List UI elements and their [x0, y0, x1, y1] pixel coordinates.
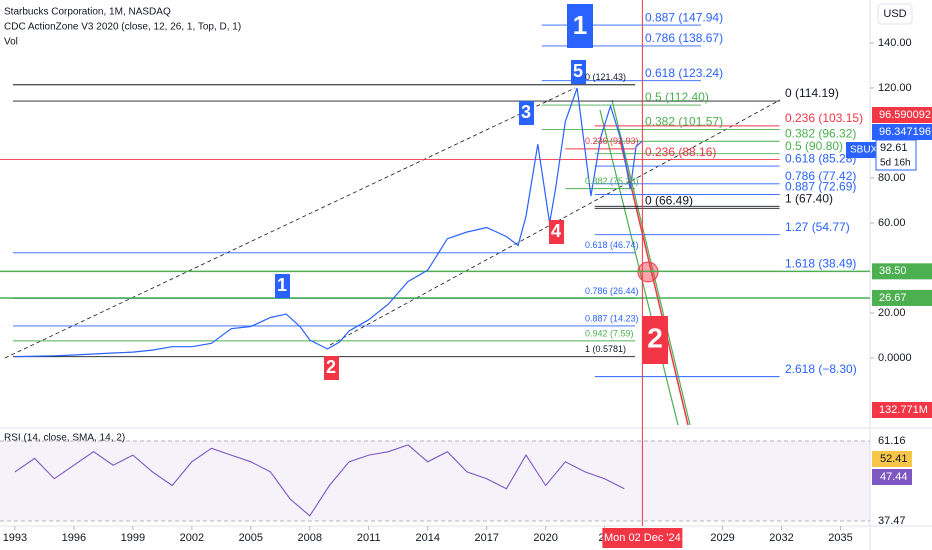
symbol-box: [846, 142, 876, 158]
x-tick-label: 1996: [62, 532, 86, 544]
fib-label: 0.236 (92.93): [585, 136, 639, 146]
fib-label: 0 (121.43): [585, 72, 626, 82]
badge-box: [275, 274, 290, 298]
fib-label: 0.382 (101.57): [645, 115, 723, 129]
y-tick-label: 0.0000: [878, 352, 912, 364]
fib-label: 0.786 (77.42): [785, 169, 856, 183]
badge: 2: [647, 322, 663, 353]
trend-line: [4, 87, 576, 359]
y-tick-label: 60.00: [878, 217, 906, 229]
x-tick-label: 2020: [533, 532, 557, 544]
y-tick-label: 140.00: [878, 37, 912, 49]
y-tick-label: 20.00: [878, 307, 906, 319]
badge: 1: [573, 10, 587, 40]
badge-box: [642, 316, 668, 364]
rsi-tick-label: 37.47: [878, 515, 906, 527]
x-tick-label: 2002: [180, 532, 204, 544]
fib-label: 0.618 (85.28): [785, 151, 856, 165]
volume-box: [872, 402, 932, 418]
fib-label: 0.887 (14.23): [585, 313, 639, 323]
ma-label-box: [872, 451, 912, 467]
badge: 5: [573, 61, 583, 81]
trend-line: [329, 99, 781, 346]
rsi-label: 47.44: [880, 471, 908, 483]
x-tick-label: 1999: [121, 532, 145, 544]
fib-label: 1 (0.5781): [585, 344, 626, 354]
currency-box[interactable]: [877, 3, 913, 25]
badge: 2: [326, 357, 336, 377]
price-label: 96.590092: [879, 109, 931, 121]
badge-box: [324, 356, 339, 380]
badge-box: [571, 60, 586, 84]
price-line: [14, 87, 643, 358]
volume-label: 132.771M: [879, 404, 928, 416]
hline-label-box: [872, 289, 932, 306]
rsi-title: RSI (14, close, SMA, 14, 2): [4, 433, 125, 444]
symbol-label: SBUX: [850, 145, 878, 156]
rsi-band: [0, 441, 870, 522]
fib-label: 0.887 (147.94): [645, 10, 723, 24]
x-tick-label: 2014: [415, 532, 439, 544]
fib-label: 1.618 (38.49): [785, 257, 856, 271]
volume-title: Vol: [4, 37, 18, 48]
price-label-box: [872, 107, 932, 123]
x-tick-label: 2008: [298, 532, 322, 544]
price-box: [875, 139, 917, 171]
fib-label: 0.236 (88.16): [645, 145, 716, 159]
fib-label: 0 (114.19): [785, 86, 839, 100]
y-tick-label: 120.00: [878, 82, 912, 94]
badge-box: [567, 4, 593, 48]
fib-label: 0.382 (96.32): [785, 126, 856, 140]
x-tick-label: 1993: [3, 532, 27, 544]
fib-label: 0.618 (123.24): [645, 66, 723, 80]
countdown: 5d 16h: [880, 158, 911, 169]
fib-label: 0.786 (26.44): [585, 286, 639, 296]
rsi-tick-label: 61.16: [878, 435, 906, 447]
badge: 4: [551, 221, 561, 241]
price-label-box: [872, 124, 932, 140]
hline-label: 26.67: [879, 292, 907, 304]
fib-label: 2.618 (−8.30): [785, 362, 857, 376]
x-tick-label: 2017: [474, 532, 498, 544]
x-tick-label: 2032: [769, 532, 793, 544]
hline-label-box: [872, 263, 932, 280]
indicator-title: CDC ActionZone V3 2020 (close, 12, 26, 1…: [4, 22, 241, 33]
fib-label: 0.236 (103.15): [785, 111, 863, 125]
crosshair-label-box: [602, 528, 683, 548]
x-tick-label: 2029: [710, 532, 734, 544]
hline-label: 38.50: [879, 265, 907, 277]
fib-label: 0 (66.49): [645, 194, 693, 208]
fib-label: 0.382 (75.26): [585, 176, 639, 186]
badge: 1: [277, 275, 287, 295]
y-tick-label: 80.00: [878, 172, 906, 184]
badge: 3: [521, 102, 531, 122]
fib-label: 1.27 (54.77): [785, 220, 850, 234]
price-label: 96.347196: [879, 126, 931, 138]
rsi-line: [14, 444, 625, 517]
fib-label: 0.786 (138.67): [645, 31, 723, 45]
currency[interactable]: USD: [883, 8, 906, 20]
crosshair-label: Mon 02 Dec '24: [604, 532, 681, 544]
channel-line: [619, 139, 689, 426]
x-tick-label: 2005: [239, 532, 263, 544]
fib-label: 0.942 (7.59): [585, 328, 634, 338]
price: 92.61: [880, 142, 908, 154]
x-tick-label: 2011: [357, 532, 381, 544]
fib-label: 0.887 (72.69): [785, 180, 856, 194]
rsi-label-box: [872, 469, 912, 485]
fib-label: 0.618 (46.74): [585, 240, 639, 250]
badge-box: [549, 220, 564, 244]
fib-label: 1 (67.40): [785, 191, 833, 205]
fib-label: 0.5 (112.40): [645, 90, 709, 104]
ma-label: 52.41: [880, 453, 908, 465]
badge-box: [519, 101, 534, 125]
symbol-title: Starbucks Corporation, 1M, NASDAQ: [4, 7, 171, 18]
x-tick-label: 2035: [828, 532, 852, 544]
fib-label: 0.5 (90.80): [785, 139, 843, 153]
